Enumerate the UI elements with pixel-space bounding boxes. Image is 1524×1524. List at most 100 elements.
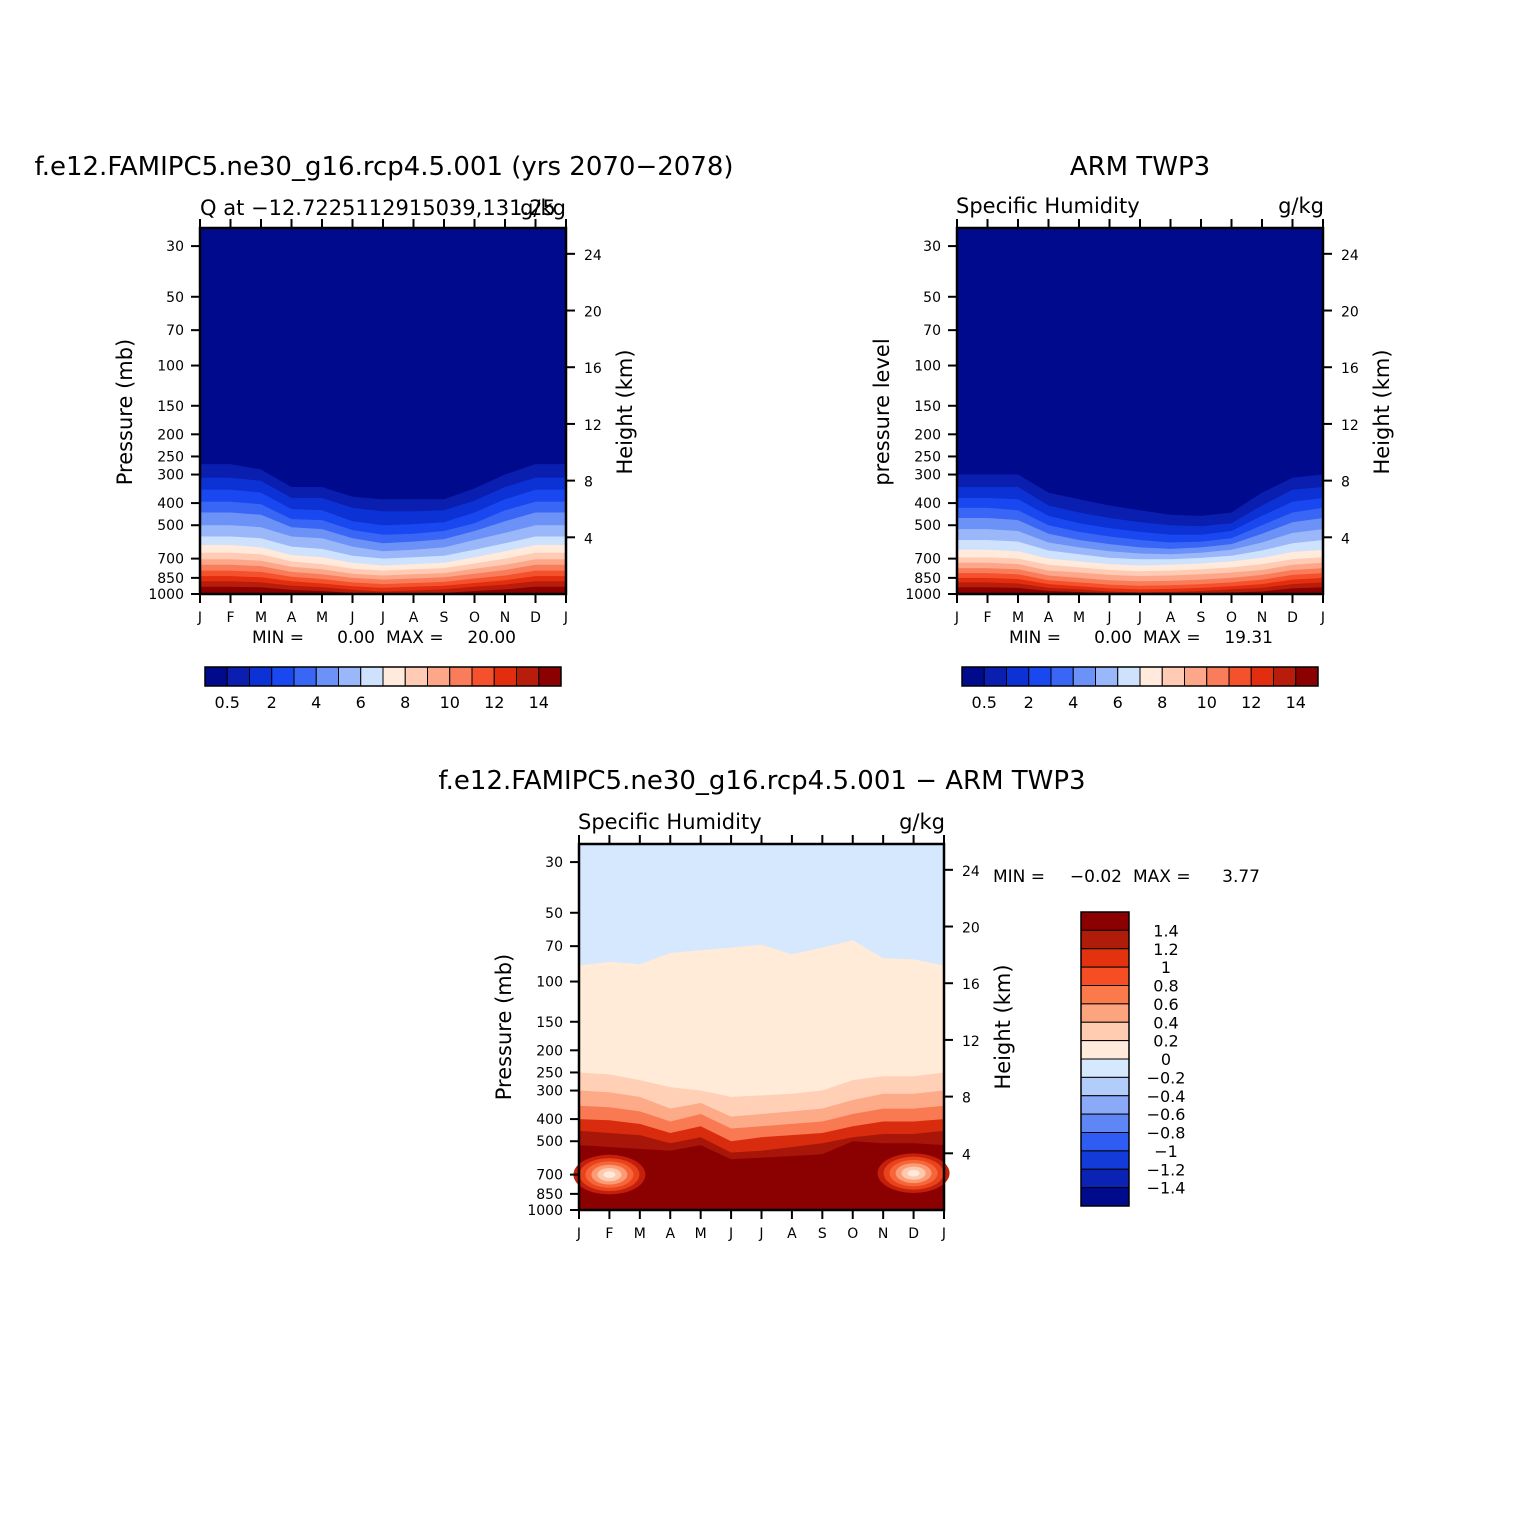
panel-obs: ARM TWP3 Specific Humidity g/kg J F M A M J J A…	[870, 152, 1394, 712]
x-tick-label: A	[1166, 610, 1176, 626]
x-tick-label: S	[1197, 610, 1206, 626]
colorbar-frame	[961, 666, 1319, 687]
colorbar-swatch	[1028, 666, 1052, 687]
colorbar-label: −0.8	[1147, 1124, 1186, 1143]
y-tick-label: 300	[536, 1084, 563, 1100]
colorbar-label: −1.2	[1147, 1160, 1186, 1179]
y-tick-label: 150	[914, 399, 941, 415]
panel-diff-min-value: −0.02	[1070, 867, 1122, 887]
colorbar-label: 1.2	[1153, 940, 1178, 959]
y-tick-label: 100	[914, 359, 941, 375]
x-tick-label: J	[954, 610, 959, 626]
panel-diff-units: g/kg	[899, 810, 945, 834]
x-tick-label: A	[409, 610, 419, 626]
colorbar-swatch	[1080, 985, 1130, 1005]
x-tick-label: A	[287, 610, 297, 626]
colorbar-swatch	[249, 666, 273, 687]
x-tick-label: M	[1012, 610, 1024, 626]
y-tick-right-label: 12	[584, 418, 602, 434]
colorbar-label: −0.6	[1147, 1105, 1186, 1124]
y-tick-label: 200	[914, 427, 941, 443]
x-tick-label: A	[1044, 610, 1054, 626]
colorbar-swatch	[1080, 966, 1130, 986]
colorbar-swatch	[471, 666, 495, 687]
colorbar-swatch	[1161, 666, 1185, 687]
x-tick-label: M	[316, 610, 328, 626]
colorbar-swatch	[1080, 1021, 1130, 1042]
panel-obs-ylabel-right: Height (km)	[1370, 349, 1394, 474]
colorbar-swatch	[1080, 1095, 1130, 1115]
y-tick-label: 50	[545, 906, 563, 922]
colorbar-label: 6	[356, 693, 366, 712]
colorbar-label: 0.2	[1153, 1032, 1178, 1051]
x-tick-label: N	[1257, 610, 1267, 626]
panel-diff-subtitle: Specific Humidity	[578, 810, 762, 834]
y-tick-label: 700	[157, 552, 184, 568]
colorbar-swatch	[1080, 1187, 1130, 1207]
colorbar-label: −1	[1154, 1142, 1178, 1161]
panel-obs-min-value: 0.00	[1094, 628, 1132, 648]
colorbar-swatch	[1080, 1003, 1130, 1023]
panel-model-title: f.e12.FAMIPC5.ne30_g16.rcp4.5.001 (yrs 2…	[34, 152, 733, 182]
colorbar-swatch	[1080, 911, 1130, 931]
colorbar-swatch	[1184, 666, 1208, 687]
y-tick-right-label: 20	[584, 305, 602, 321]
y-tick-label: 30	[923, 239, 941, 255]
panel-obs-title: ARM TWP3	[1070, 152, 1210, 182]
panel-diff-ylabel: Pressure (mb)	[492, 954, 516, 1101]
y-tick-right-label: 4	[1341, 531, 1350, 547]
colorbar-label: 1	[1161, 958, 1171, 977]
panel-model-units: g/kg	[520, 196, 566, 220]
x-tick-label: J	[941, 1226, 946, 1242]
x-tick-label: F	[605, 1226, 613, 1242]
colorbar-swatch	[271, 666, 295, 687]
colorbar-swatch	[404, 666, 428, 687]
colorbar-swatch	[516, 666, 540, 687]
panel-obs-max-label: MAX =	[1143, 628, 1201, 648]
colorbar-swatch	[449, 666, 473, 687]
y-tick-label: 30	[545, 855, 563, 871]
panel-obs-ylabel: pressure level	[870, 338, 894, 485]
colorbar-swatch	[427, 666, 451, 687]
colorbar-label: 0.5	[972, 693, 997, 712]
colorbar-label: 2	[1024, 693, 1034, 712]
panel-obs-colorbar: 0.5 2 4 6 8 10 12 14	[961, 666, 1319, 712]
colorbar-swatch	[1139, 666, 1163, 687]
panel-diff-max-value: 3.77	[1222, 867, 1260, 887]
y-tick-right-label: 24	[584, 248, 602, 264]
x-tick-label: M	[634, 1226, 646, 1242]
y-tick-label: 400	[157, 496, 184, 512]
x-tick-label: A	[665, 1226, 675, 1242]
y-tick-right-label: 12	[1341, 418, 1359, 434]
colorbar-swatch	[226, 666, 250, 687]
y-tick-label: 50	[166, 290, 184, 306]
colorbar-label: 14	[1286, 693, 1306, 712]
x-tick-label: J	[728, 1226, 733, 1242]
x-tick-label: S	[440, 610, 449, 626]
panel-diff-axes: J F M A M J J A S O N D J 30 50 70 100 150 200 250 300 400 500…	[527, 835, 980, 1242]
colorbar-swatch	[1080, 1058, 1130, 1078]
x-tick-label: N	[500, 610, 510, 626]
y-tick-label: 250	[157, 449, 184, 465]
colorbar-swatch	[1117, 666, 1141, 687]
y-tick-label: 30	[166, 239, 184, 255]
y-tick-label: 50	[923, 290, 941, 306]
x-tick-label: J	[563, 610, 568, 626]
colorbar-swatch	[204, 666, 228, 687]
colorbar-swatch	[538, 666, 562, 687]
y-tick-label: 200	[536, 1043, 563, 1059]
panel-model-ylabel-right: Height (km)	[613, 349, 637, 474]
colorbar-swatch	[961, 666, 985, 687]
x-tick-label: O	[847, 1226, 858, 1242]
x-tick-label: J	[1137, 610, 1142, 626]
colorbar-label: −1.4	[1147, 1179, 1186, 1198]
colorbar-swatch	[293, 666, 317, 687]
colorbar-label: 10	[1197, 693, 1217, 712]
colorbar-label: −0.4	[1147, 1087, 1186, 1106]
colorbar-swatch	[1072, 666, 1096, 687]
contour-band-c14	[957, 587, 1323, 594]
colorbar-label: 2	[267, 693, 277, 712]
colorbar-frame	[1080, 911, 1130, 1207]
panel-model-max-value: 20.00	[467, 628, 516, 648]
